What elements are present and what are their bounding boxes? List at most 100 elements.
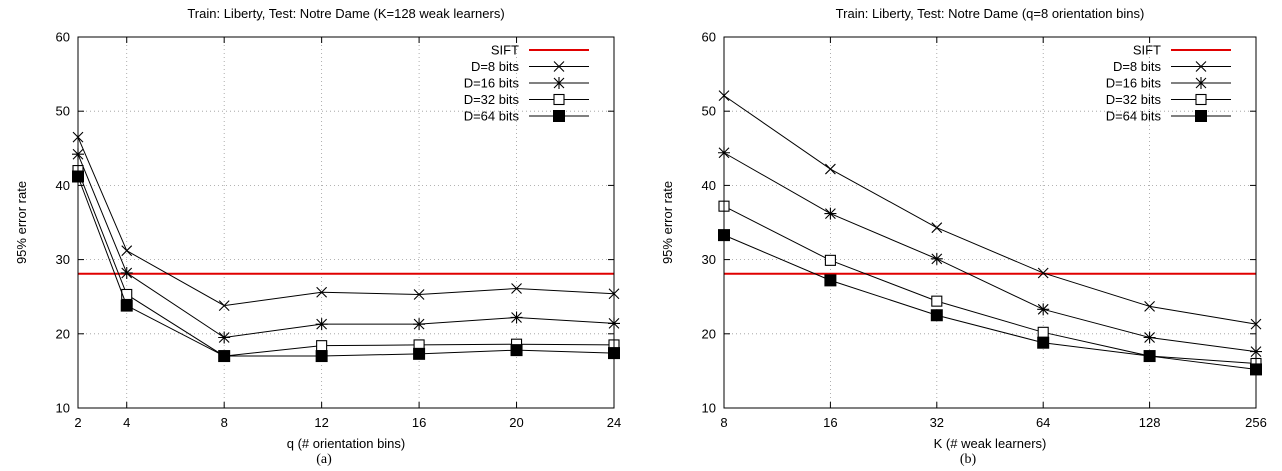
x-tick-label: 2 — [74, 415, 81, 430]
legend-label: D=8 bits — [1113, 59, 1162, 74]
data-point — [930, 309, 943, 322]
x-tick-label: 16 — [412, 415, 426, 430]
y-tick-label: 40 — [56, 178, 70, 193]
data-point — [413, 318, 426, 331]
data-point — [930, 252, 943, 265]
x-tick-label: 20 — [509, 415, 523, 430]
x-tick-label: 32 — [930, 415, 944, 430]
legend-label: D=16 bits — [464, 76, 520, 91]
y-tick-label: 20 — [702, 326, 716, 341]
chart-title: Train: Liberty, Test: Notre Dame (q=8 or… — [836, 6, 1145, 21]
y-tick-label: 50 — [702, 104, 716, 119]
series-line — [723, 152, 1257, 353]
data-point — [931, 222, 943, 234]
chart-panel-b: Train: Liberty, Test: Notre Dame (q=8 or… — [660, 6, 1267, 467]
legend-label: D=32 bits — [1106, 92, 1162, 107]
y-tick-label: 20 — [56, 326, 70, 341]
y-tick-label: 10 — [56, 401, 70, 416]
legend-label: D=64 bits — [464, 109, 520, 124]
data-point — [120, 299, 133, 312]
legend-label: D=32 bits — [464, 92, 520, 107]
data-point — [413, 289, 425, 300]
data-point — [315, 318, 328, 331]
data-point — [824, 274, 837, 287]
x-tick-label: 64 — [1036, 415, 1050, 430]
data-point — [511, 283, 522, 294]
figure-caption: (b) — [960, 452, 977, 467]
series-line — [77, 136, 615, 307]
x-tick-label: 16 — [823, 415, 837, 430]
chart-panel-a: Train: Liberty, Test: Notre Dame (K=128 … — [14, 6, 621, 467]
data-point — [218, 331, 231, 344]
legend-marker — [553, 61, 565, 72]
legend-label: SIFT — [491, 43, 519, 58]
legend-label: SIFT — [1133, 43, 1161, 58]
plot-frame — [723, 36, 1257, 409]
series-line — [77, 154, 615, 339]
series-line — [723, 234, 1257, 370]
data-point — [413, 347, 426, 360]
series-line — [77, 176, 615, 357]
data-point — [218, 300, 230, 311]
legend-marker — [1195, 61, 1207, 72]
series-line — [723, 95, 1257, 325]
series-d-64-bits — [718, 229, 1262, 376]
legend-label: D=64 bits — [1106, 109, 1162, 124]
data-point — [316, 340, 328, 352]
y-tick-label: 30 — [56, 252, 70, 267]
y-tick-label: 40 — [702, 178, 716, 193]
data-point — [824, 207, 837, 220]
data-point — [218, 350, 231, 363]
plot-frame — [77, 36, 615, 409]
legend-marker — [553, 93, 565, 106]
series-line — [77, 170, 615, 357]
legend-marker — [553, 77, 565, 89]
data-point — [510, 344, 523, 357]
data-point — [1037, 267, 1049, 279]
figure-caption: (a) — [316, 452, 332, 467]
series-d-32-bits — [72, 165, 620, 362]
x-tick-label: 24 — [607, 415, 621, 430]
data-point — [316, 286, 328, 298]
y-axis-label: 95% error rate — [660, 181, 675, 264]
chart-title: Train: Liberty, Test: Notre Dame (K=128 … — [187, 6, 504, 21]
x-tick-label: 4 — [123, 415, 130, 430]
series-line — [723, 205, 1257, 364]
x-tick-label: 256 — [1245, 415, 1267, 430]
data-point — [315, 350, 328, 363]
series-d-16-bits — [72, 148, 620, 344]
data-point — [1037, 303, 1050, 316]
y-tick-label: 30 — [702, 252, 716, 267]
series-d-32-bits — [718, 200, 1262, 370]
data-point — [121, 245, 133, 257]
data-point — [824, 254, 836, 266]
data-point — [1143, 331, 1156, 344]
data-point — [1037, 326, 1049, 338]
data-point — [1037, 336, 1050, 349]
series-d-8-bits — [718, 90, 1262, 330]
data-point — [931, 295, 943, 307]
x-tick-label: 128 — [1139, 415, 1161, 430]
y-tick-label: 60 — [56, 30, 70, 45]
grid — [78, 37, 614, 408]
data-point — [121, 288, 133, 301]
legend-marker — [1195, 93, 1207, 106]
data-point — [1144, 300, 1155, 312]
data-point — [1143, 350, 1156, 363]
y-axis-label: 95% error rate — [14, 181, 29, 264]
x-tick-label: 8 — [221, 415, 228, 430]
x-tick-label: 12 — [314, 415, 328, 430]
data-point — [120, 266, 133, 279]
data-point — [510, 311, 523, 324]
legend-marker — [1195, 77, 1207, 89]
x-tick-label: 8 — [720, 415, 727, 430]
y-tick-label: 10 — [702, 401, 716, 416]
legend-marker — [553, 110, 565, 122]
legend-label: D=8 bits — [471, 59, 520, 74]
x-axis-label: K (# weak learners) — [934, 436, 1047, 451]
data-point — [825, 163, 836, 175]
y-tick-label: 60 — [702, 30, 716, 45]
